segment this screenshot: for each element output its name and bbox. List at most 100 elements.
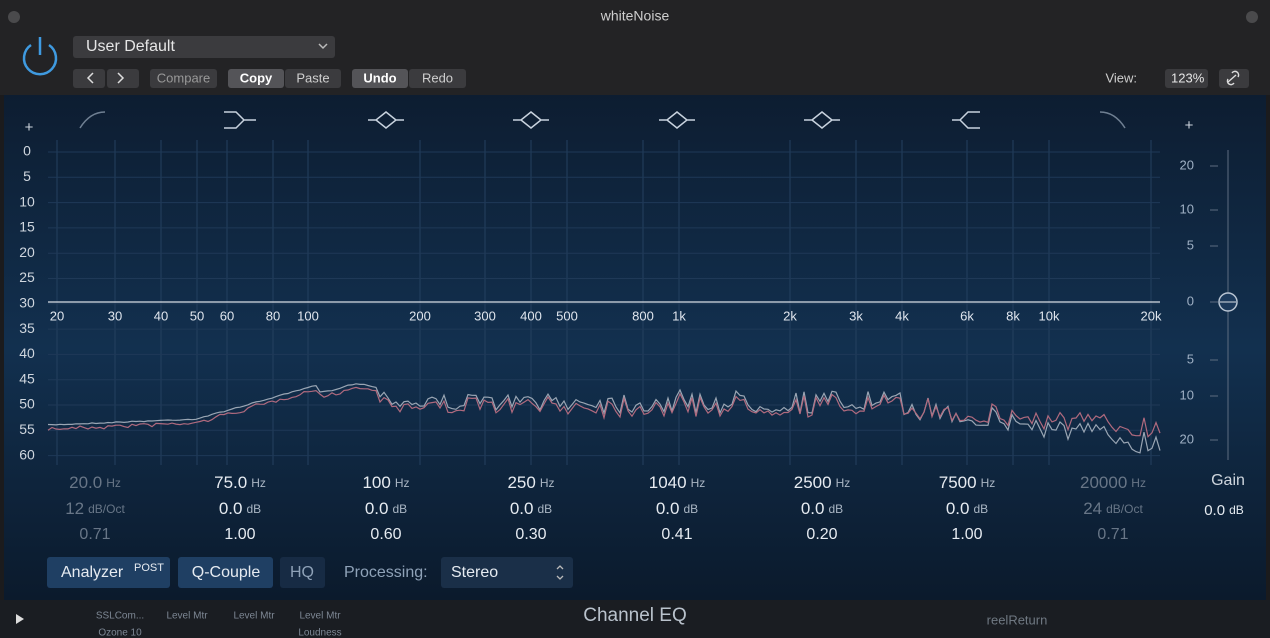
band-icon[interactable] xyxy=(513,111,549,129)
band-unit: dB/Oct xyxy=(88,502,125,516)
gain-label: Gain xyxy=(1211,472,1245,489)
band-value: 0.0 dB xyxy=(946,499,988,518)
link-button[interactable] xyxy=(1219,69,1249,88)
band-unit: Hz xyxy=(691,476,706,490)
db-scale-label: 15 xyxy=(19,219,35,235)
band-freq[interactable]: 20000 xyxy=(1080,473,1127,492)
freq-label: 8k xyxy=(1006,308,1020,323)
band-icon[interactable] xyxy=(1099,111,1126,129)
band-gain[interactable]: 0.0 xyxy=(946,499,970,518)
chevron xyxy=(318,43,328,50)
band-icon[interactable] xyxy=(368,111,404,129)
analyzer-left xyxy=(47,383,1161,454)
band-q: 1.00 xyxy=(951,526,982,543)
view-menu[interactable] xyxy=(1165,69,1208,88)
band-freq[interactable]: 250 xyxy=(507,473,535,492)
band-unit: dB xyxy=(537,502,552,516)
preset-menu[interactable] xyxy=(73,36,335,58)
band-freq[interactable]: 2500 xyxy=(794,473,832,492)
freq-label: 200 xyxy=(409,308,431,323)
band-freq[interactable]: 7500 xyxy=(939,473,977,492)
band-icon[interactable] xyxy=(952,111,980,129)
gain-scale-label: 10 xyxy=(1180,387,1194,402)
band-freq[interactable]: 100 xyxy=(362,473,390,492)
db-scale-label: 0 xyxy=(23,143,31,159)
gain-scale-label: 20 xyxy=(1180,157,1194,172)
band-icon[interactable] xyxy=(79,111,106,129)
view-value: 123% xyxy=(1171,70,1205,85)
band-unit: dB xyxy=(828,502,843,516)
band-unit: dB xyxy=(246,502,261,516)
power-button[interactable] xyxy=(22,37,58,76)
band-unit: Hz xyxy=(1131,476,1146,490)
processing-menu[interactable] xyxy=(441,557,573,588)
db-scale-label: 55 xyxy=(19,421,35,437)
freq-label: 1k xyxy=(672,308,686,323)
hq-button[interactable] xyxy=(280,557,325,588)
freq-label: 500 xyxy=(556,308,578,323)
toolbar-button[interactable] xyxy=(409,69,466,88)
band-unit: dB xyxy=(683,502,698,516)
preset-name: User Default xyxy=(86,38,175,55)
band-icon[interactable] xyxy=(659,111,695,129)
window-button[interactable] xyxy=(1246,11,1258,23)
band-gain[interactable]: 24 xyxy=(1083,499,1102,518)
freq-label: 6k xyxy=(960,308,974,323)
db-scale-label: 40 xyxy=(19,345,35,361)
toolbar-button-label: Undo xyxy=(363,70,396,85)
db-scale-label: 35 xyxy=(19,320,35,336)
gain-number[interactable]: 0.0 xyxy=(1204,502,1225,519)
band-gain[interactable]: 12 xyxy=(65,499,84,518)
gain-scale-label: 0 xyxy=(1187,293,1194,308)
toolbar-button-label: Redo xyxy=(422,70,453,85)
mixer-slot: Level Mtr xyxy=(299,611,341,622)
q-couple-button[interactable] xyxy=(178,557,273,588)
band-unit: dB xyxy=(392,502,407,516)
toolbar-button[interactable] xyxy=(285,69,341,88)
db-scale-label: 20 xyxy=(19,244,35,260)
band-gain[interactable]: 0.0 xyxy=(219,499,243,518)
db-scale-label: 30 xyxy=(19,295,35,311)
band-value: 1040 Hz xyxy=(649,473,706,492)
freq-label: 4k xyxy=(895,308,909,323)
band-q: 0.30 xyxy=(515,526,546,543)
band-freq[interactable]: 1040 xyxy=(649,473,687,492)
band-value: 20000 Hz xyxy=(1080,473,1146,492)
band-freq[interactable]: 20.0 xyxy=(69,473,102,492)
close-button[interactable] xyxy=(8,11,20,23)
band-gain[interactable]: 0.0 xyxy=(656,499,680,518)
band-q: 0.41 xyxy=(661,526,692,543)
band-freq[interactable]: 75.0 xyxy=(214,473,247,492)
toolbar-button[interactable] xyxy=(228,69,284,88)
analyzer-label: Analyzer xyxy=(61,564,124,581)
mixer-slot: SSLCom... xyxy=(96,611,144,622)
freq-label: 20 xyxy=(50,308,64,323)
band-value: 0.0 dB xyxy=(656,499,698,518)
analyzer-right xyxy=(47,386,1161,438)
freq-label: 20k xyxy=(1141,308,1162,323)
db-scale-label: 25 xyxy=(19,269,35,285)
band-q: 0.71 xyxy=(79,526,110,543)
analyzer-mode: POST xyxy=(134,562,164,574)
hq-label: HQ xyxy=(290,564,314,581)
processing-value: Stereo xyxy=(451,564,498,581)
band-gain[interactable]: 0.0 xyxy=(365,499,389,518)
freq-label: 40 xyxy=(154,308,168,323)
db-scale-label: 5 xyxy=(23,168,31,184)
arrow xyxy=(86,72,125,84)
track-name: reelReturn xyxy=(987,612,1048,627)
power-icon xyxy=(22,43,58,76)
band-gain[interactable]: 0.0 xyxy=(801,499,825,518)
eq-panel xyxy=(4,95,1266,600)
toolbar-button[interactable] xyxy=(352,69,408,88)
band-icon[interactable] xyxy=(224,111,256,129)
disclosure[interactable] xyxy=(16,614,24,624)
band-gain[interactable]: 0.0 xyxy=(510,499,534,518)
toolbar-button[interactable] xyxy=(150,69,217,88)
toolbar-button-label: Copy xyxy=(240,70,273,85)
freq-label: 50 xyxy=(190,308,204,323)
analyzer-button[interactable] xyxy=(47,557,170,588)
band-icon[interactable] xyxy=(804,111,840,129)
